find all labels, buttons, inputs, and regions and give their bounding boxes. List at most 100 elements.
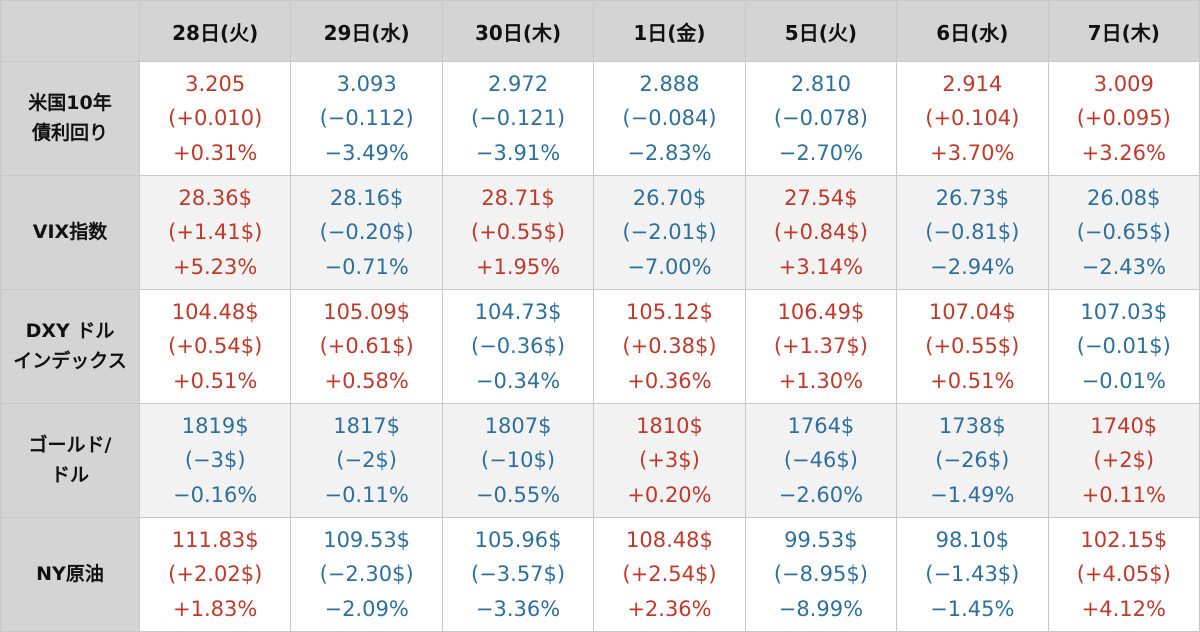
column-header: 29日(水) — [290, 0, 443, 62]
value-cell: 1817$ (−2$) −0.11% — [290, 403, 443, 518]
price-value: 1740$ — [1090, 414, 1158, 439]
value-cell: 105.09$ (+0.61$) +0.58% — [290, 289, 443, 404]
price-value: 1807$ — [484, 414, 552, 439]
percent-change: −7.00% — [627, 254, 712, 279]
percent-change: −1.45% — [930, 596, 1015, 621]
table-row: ゴールド/ドル 1819$ (−3$) −0.16% 1817$ (−2$) −0.11% 1… — [0, 403, 1200, 518]
percent-change: −2.60% — [778, 482, 864, 507]
value-cell: 2.888 (−0.084) −2.83% — [593, 61, 746, 176]
change-value: (−2$) — [336, 448, 397, 473]
value-cell: 105.12$ (+0.38$) +0.36% — [593, 289, 746, 404]
column-header: 28日(火) — [138, 0, 292, 62]
value-cell: 1738$ (−26$) −1.49% — [896, 403, 1049, 518]
value-cell: 111.83$ (+2.02$) +1.83% — [138, 517, 292, 632]
percent-change: −3.49% — [324, 140, 409, 165]
value-cell: 102.15$ (+4.05$) +4.12% — [1047, 517, 1200, 632]
percent-change: +5.23% — [173, 254, 258, 279]
change-value: (+1.41$) — [168, 220, 263, 245]
percent-change: +0.31% — [173, 140, 258, 165]
price-value: 1819$ — [181, 414, 249, 439]
change-value: (+0.55$) — [471, 220, 566, 245]
price-value: 109.53$ — [323, 528, 411, 553]
price-value: 111.83$ — [171, 528, 259, 553]
row-label: ゴールド/ドル — [0, 403, 140, 518]
row-label-line: NY原油 — [36, 562, 104, 585]
header-row: 28日(火) 29日(水) 30日(木) 1日(金) 5日(火) 6日(水) 7… — [0, 0, 1200, 62]
change-value: (−26$) — [935, 448, 1010, 473]
price-value: 107.04$ — [928, 300, 1016, 325]
price-value: 3.009 — [1093, 72, 1154, 97]
percent-change: −0.34% — [475, 368, 561, 393]
price-value: 1738$ — [938, 414, 1006, 439]
price-value: 104.73$ — [474, 300, 562, 325]
price-value: 2.914 — [942, 72, 1003, 97]
price-value: 2.888 — [639, 72, 700, 97]
price-value: 3.093 — [336, 72, 397, 97]
percent-change: +0.11% — [1081, 482, 1166, 507]
price-value: 104.48$ — [171, 300, 259, 325]
percent-change: +3.26% — [1081, 140, 1166, 165]
price-value: 26.70$ — [632, 186, 707, 211]
change-value: (+2.54$) — [622, 562, 717, 587]
change-value: (−0.01$) — [1076, 334, 1171, 359]
change-value: (−1.43$) — [925, 562, 1020, 587]
value-cell: 104.73$ (−0.36$) −0.34% — [441, 289, 595, 404]
change-value: (−10$) — [481, 448, 556, 473]
price-value: 106.49$ — [777, 300, 865, 325]
value-cell: 2.810 (−0.078) −2.70% — [744, 61, 898, 176]
percent-change: +1.30% — [778, 368, 864, 393]
change-value: (+0.55$) — [925, 334, 1020, 359]
table-row: NY原油 111.83$ (+2.02$) +1.83% 109.53$ (−2.30$)… — [0, 517, 1200, 632]
row-label: NY原油 — [0, 517, 140, 632]
percent-change: +0.20% — [627, 482, 712, 507]
percent-change: −2.94% — [930, 254, 1015, 279]
change-value: (+0.84$) — [773, 220, 868, 245]
percent-change: −0.71% — [324, 254, 409, 279]
percent-change: −0.16% — [173, 482, 258, 507]
value-cell: 26.08$ (−0.65$) −2.43% — [1047, 175, 1200, 290]
value-cell: 3.009 (+0.095) +3.26% — [1047, 61, 1200, 176]
price-value: 105.12$ — [626, 300, 713, 325]
percent-change: +3.14% — [778, 254, 864, 279]
value-cell: 108.48$ (+2.54$) +2.36% — [593, 517, 746, 632]
change-value: (−2.30$) — [319, 562, 414, 587]
table-row: VIX指数 28.36$ (+1.41$) +5.23% 28.16$ (−0.20$) −… — [0, 175, 1200, 290]
change-value: (+0.010) — [168, 106, 263, 131]
row-label-line: VIX指数 — [32, 220, 108, 243]
price-value: 28.16$ — [329, 186, 404, 211]
price-value: 99.53$ — [784, 528, 858, 553]
table-body: 米国10年 債利回り 3.205 (+0.010) +0.31% 3.093 (−0.112… — [0, 61, 1200, 632]
price-value: 1817$ — [333, 414, 401, 439]
price-value: 26.08$ — [1087, 186, 1161, 211]
change-value: (+4.05$) — [1076, 562, 1171, 587]
percent-change: −3.36% — [475, 596, 561, 621]
price-value: 27.54$ — [784, 186, 858, 211]
percent-change: +1.83% — [173, 596, 258, 621]
percent-change: −1.49% — [930, 482, 1015, 507]
price-value: 2.810 — [790, 72, 851, 97]
percent-change: +0.58% — [324, 368, 409, 393]
change-value: (−0.36$) — [471, 334, 566, 359]
value-cell: 2.914 (+0.104) +3.70% — [896, 61, 1049, 176]
change-value: (−0.121) — [471, 106, 566, 131]
change-value: (−2.01$) — [622, 220, 717, 245]
value-cell: 26.70$ (−2.01$) −7.00% — [593, 175, 746, 290]
value-cell: 28.16$ (−0.20$) −0.71% — [290, 175, 443, 290]
value-cell: 1764$ (−46$) −2.60% — [744, 403, 898, 518]
value-cell: 98.10$ (−1.43$) −1.45% — [896, 517, 1049, 632]
value-cell: 1740$ (+2$) +0.11% — [1047, 403, 1200, 518]
value-cell: 1819$ (−3$) −0.16% — [138, 403, 292, 518]
row-label-line: DXY ドル — [25, 320, 115, 343]
column-header: 5日(火) — [744, 0, 898, 62]
change-value: (+0.104) — [925, 106, 1020, 131]
table-row: 米国10年 債利回り 3.205 (+0.010) +0.31% 3.093 (−0.112… — [0, 61, 1200, 176]
change-value: (−0.81$) — [925, 220, 1020, 245]
change-value: (−8.95$) — [773, 562, 868, 587]
percent-change: −0.55% — [475, 482, 561, 507]
value-cell: 105.96$ (−3.57$) −3.36% — [441, 517, 595, 632]
change-value: (+2$) — [1093, 448, 1155, 473]
percent-change: +2.36% — [627, 596, 712, 621]
row-label-line: ドル — [50, 463, 89, 486]
percent-change: −2.09% — [324, 596, 409, 621]
price-value: 105.09$ — [323, 300, 411, 325]
